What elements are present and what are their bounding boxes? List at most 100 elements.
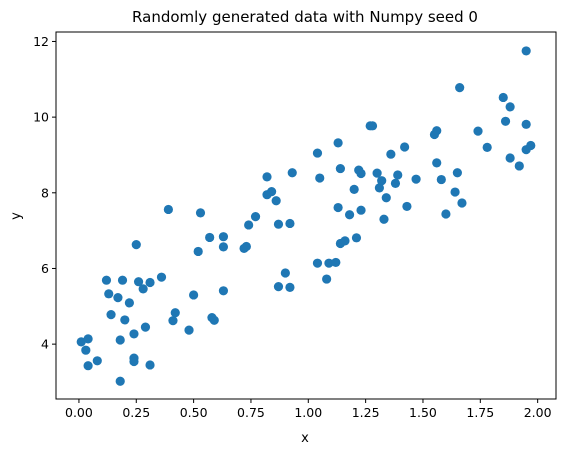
data-point <box>193 246 203 257</box>
data-point <box>218 286 229 296</box>
data-point <box>138 284 148 294</box>
data-point <box>351 233 362 243</box>
data-point <box>333 202 343 213</box>
data-point <box>133 277 144 287</box>
data-point <box>500 116 511 126</box>
data-point <box>374 183 384 193</box>
data-point <box>271 196 281 206</box>
data-point <box>393 170 403 180</box>
data-point <box>340 236 350 246</box>
data-point <box>113 293 123 303</box>
data-point <box>81 345 91 355</box>
data-point <box>521 119 531 129</box>
data-point <box>241 241 251 252</box>
data-point <box>218 242 229 252</box>
data-point <box>505 102 515 112</box>
plot-area: 0.00 0.25 0.50 0.75 1.00 1.25 1.50 1.75 2.00 4 6 8… <box>33 31 557 420</box>
data-point <box>356 205 366 215</box>
data-point <box>521 46 531 56</box>
data-point <box>83 361 93 371</box>
x-axis-ticks: 0.00 0.25 0.50 0.75 1.00 1.25 1.50 1.75 2.00 <box>65 399 552 420</box>
y-tick-label: 12 <box>33 34 49 49</box>
x-tick-label: 2.00 <box>524 405 552 420</box>
x-tick-label: 1.75 <box>466 405 494 420</box>
data-point <box>273 219 284 229</box>
data-point <box>76 337 86 347</box>
data-point <box>120 315 130 325</box>
x-tick-label: 0.25 <box>122 405 150 420</box>
data-point <box>322 274 332 284</box>
data-point <box>129 329 139 339</box>
data-point <box>335 163 345 174</box>
data-point <box>482 142 492 152</box>
y-tick-label: 8 <box>41 185 49 200</box>
data-point <box>115 335 125 345</box>
data-point <box>156 272 167 282</box>
data-point <box>205 232 215 243</box>
data-point <box>367 121 378 131</box>
data-point <box>285 218 295 229</box>
data-point <box>104 289 114 299</box>
data-point <box>184 325 194 335</box>
data-point <box>129 356 139 367</box>
data-point <box>452 168 462 178</box>
data-point <box>92 356 102 366</box>
data-point <box>267 187 277 197</box>
data-point <box>344 210 355 220</box>
data-point <box>168 316 178 326</box>
data-point <box>333 138 343 148</box>
data-point <box>101 275 112 285</box>
data-point <box>441 209 451 219</box>
data-point <box>312 258 323 268</box>
data-point <box>244 220 254 230</box>
x-tick-label: 0.50 <box>180 405 208 420</box>
data-point <box>411 174 421 184</box>
data-point <box>455 83 465 93</box>
data-point <box>115 376 125 386</box>
data-point <box>400 142 410 152</box>
data-points <box>76 46 536 386</box>
data-point <box>402 201 412 212</box>
data-point <box>163 204 173 215</box>
chart-title: Randomly generated data with Numpy seed … <box>132 8 478 26</box>
data-point <box>526 140 536 151</box>
data-point <box>250 212 261 222</box>
data-point <box>457 198 467 208</box>
data-point <box>106 310 116 320</box>
data-point <box>209 315 219 325</box>
data-point <box>312 148 323 158</box>
data-point <box>285 282 295 292</box>
y-tick-label: 4 <box>41 337 49 352</box>
data-point <box>145 360 155 370</box>
data-point <box>381 193 391 203</box>
data-point <box>356 168 366 179</box>
data-point <box>124 298 134 308</box>
data-point <box>287 168 297 178</box>
data-point <box>386 149 396 159</box>
data-point <box>131 240 141 250</box>
data-point <box>170 308 180 318</box>
data-point <box>315 173 325 183</box>
data-point <box>498 92 508 103</box>
x-tick-label: 0.00 <box>65 405 93 420</box>
data-point <box>473 126 483 136</box>
data-point <box>436 174 446 185</box>
data-point <box>189 290 199 300</box>
y-axis-label: y <box>9 212 24 220</box>
data-point <box>505 153 515 163</box>
x-axis-label: x <box>301 431 309 446</box>
y-tick-label: 10 <box>33 110 49 125</box>
data-point <box>379 214 389 224</box>
data-point <box>432 158 442 168</box>
x-tick-label: 1.00 <box>294 405 322 420</box>
plot-frame <box>55 31 557 400</box>
data-point <box>218 232 229 242</box>
data-point <box>432 126 442 136</box>
data-point <box>324 258 334 268</box>
data-point <box>273 282 284 292</box>
data-point <box>145 277 155 288</box>
data-point <box>514 161 524 171</box>
data-point <box>390 178 401 188</box>
data-point <box>195 208 206 218</box>
